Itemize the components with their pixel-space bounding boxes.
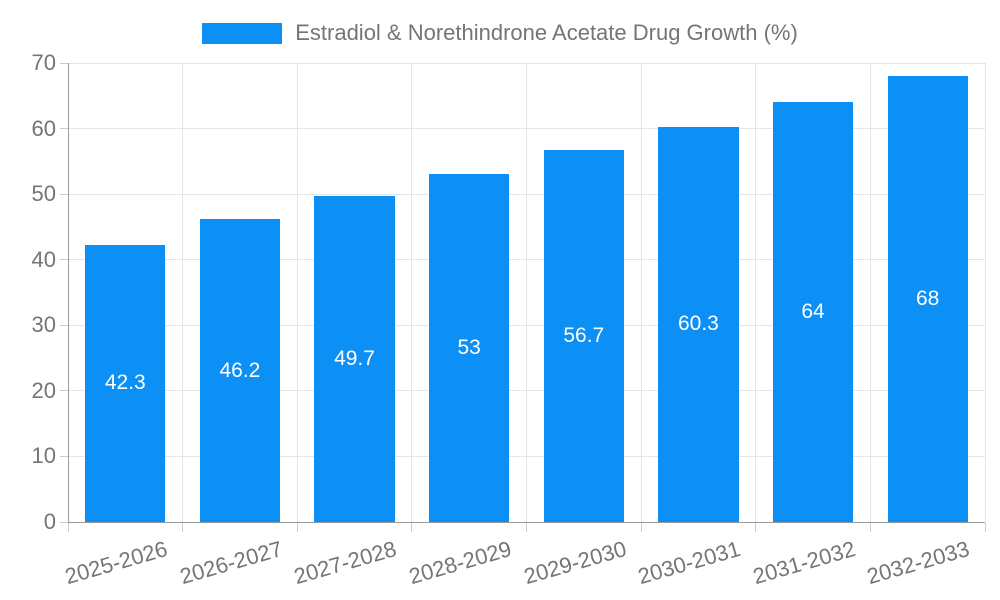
y-axis-tick-label: 70 [31,50,56,75]
bar-2032-2033[interactable]: 68 [887,76,968,522]
x-axis-tick [67,523,69,532]
x-axis-tick [640,523,642,532]
gridline-vertical [869,63,871,522]
x-axis-category-label: 2032-2033 [864,536,973,590]
y-axis-tick [60,128,68,130]
x-axis-tick [869,523,871,532]
bar-2026-2027[interactable]: 46.2 [199,219,281,522]
gridline-vertical [296,63,298,522]
bar-2028-2029[interactable]: 53 [429,174,510,522]
y-axis-line [67,63,69,523]
legend-swatch [202,22,283,44]
bar-2031-2032[interactable]: 64 [772,102,854,522]
y-axis-tick-label: 20 [31,377,56,403]
x-axis-line [68,521,985,523]
x-axis-tick [755,523,757,532]
y-axis-tick-label: 40 [31,246,56,272]
x-axis-tick [296,523,298,532]
gridline-vertical [755,63,757,522]
bar-value-label: 68 [916,287,940,311]
y-axis-tick-label: 0 [43,509,56,534]
x-axis-category-label: 2030-2031 [635,536,744,590]
y-axis-tick [60,521,68,523]
y-axis-tick [60,259,68,261]
y-axis-tick [60,193,68,195]
x-axis-tick [526,523,527,532]
x-axis-category-label: 2026-2027 [176,536,285,590]
gridline-horizontal [68,62,985,64]
bar-2030-2031[interactable]: 60.3 [658,126,739,522]
y-axis-tick [60,455,68,457]
legend-label: Estradiol & Norethindrone Acetate Drug G… [295,20,798,45]
x-axis-tick [182,523,184,532]
bar-value-label: 53 [457,336,481,360]
x-axis-category-label: 2028-2029 [406,536,515,590]
bar-2029-2030[interactable]: 56.7 [543,150,624,522]
bar-value-label: 49.7 [334,347,375,371]
bar-value-label: 64 [801,300,825,324]
y-axis-tick [60,324,68,326]
x-axis-category-label: 2027-2028 [291,536,400,590]
bar-value-label: 56.7 [563,324,605,348]
y-axis-tick [60,390,68,392]
x-axis-tick [411,523,413,532]
bar-2027-2028[interactable]: 49.7 [314,196,395,522]
bar-value-label: 60.3 [677,312,719,336]
y-axis-tick-label: 30 [31,312,56,338]
bar-value-label: 46.2 [219,358,261,382]
y-axis-tick-label: 10 [31,443,56,469]
gridline-vertical [526,63,527,522]
y-axis-tick-label: 60 [31,115,56,141]
bar-2025-2026[interactable]: 42.3 [85,244,166,522]
gridline-vertical [640,63,642,522]
x-axis-category-label: 2025-2026 [62,536,171,590]
legend-item[interactable]: Estradiol & Norethindrone Acetate Drug G… [0,20,1000,46]
x-axis-category-label: 2029-2030 [520,536,629,590]
gridline-vertical [182,63,184,522]
x-axis-category-label: 2031-2032 [749,536,858,590]
gridline-vertical [411,63,413,522]
gridline-vertical [984,63,986,522]
y-axis-tick-label: 50 [31,181,56,207]
y-axis-tick [60,62,68,64]
x-axis-tick [984,523,986,532]
bar-value-label: 42.3 [104,371,146,395]
